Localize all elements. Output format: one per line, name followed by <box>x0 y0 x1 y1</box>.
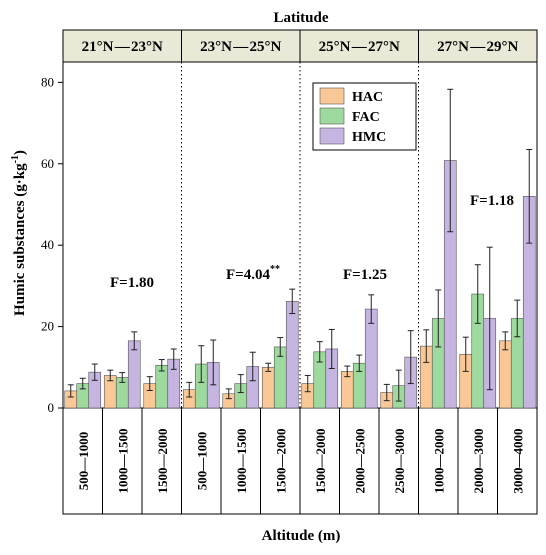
f-statistic-1: F=4.04** <box>226 264 280 283</box>
y-axis-title-main: Humic substances (g·kg <box>12 163 28 316</box>
f-statistic-value-0: F=1.80 <box>110 275 154 291</box>
category-label-1-2: 1500—2000 <box>273 429 288 494</box>
legend-label-fac: FAC <box>352 110 380 125</box>
category-label-2-1: 2000—2500 <box>352 429 367 494</box>
category-label-3-1: 2000—3000 <box>471 429 486 494</box>
legend-swatch-hmc <box>319 127 345 145</box>
category-label-0-1: 1000—1500 <box>115 429 130 494</box>
chart-top-title: Latitude <box>273 10 328 26</box>
y-tick-label-0: 0 <box>48 400 55 415</box>
f-statistic-3: F=1.18 <box>470 193 514 209</box>
f-statistic-2: F=1.25 <box>343 267 387 283</box>
bar-hmc-2-1 <box>364 308 378 409</box>
f-statistic-value-3: F=1.18 <box>470 193 514 209</box>
category-label-1-1: 1000—1500 <box>234 429 249 494</box>
group-label-1: 23°N — 25°N <box>200 39 281 55</box>
bar-fac-0-2 <box>155 364 169 409</box>
bar-hac-1-2 <box>261 366 275 409</box>
legend-label-hac: HAC <box>352 90 383 105</box>
y-tick-label-2: 40 <box>41 237 54 252</box>
group-label-2: 25°N — 27°N <box>319 39 400 55</box>
category-label-3-0: 1000—2000 <box>431 429 446 494</box>
group-label-0: 21°N — 23°N <box>82 39 163 55</box>
bar-hmc-1-2 <box>285 301 299 409</box>
y-tick-label-4: 80 <box>41 74 54 89</box>
category-label-0-0: 500—1000 <box>76 432 91 491</box>
y-tick-label-1: 20 <box>41 319 54 334</box>
f-statistic-0: F=1.80 <box>110 275 154 291</box>
category-label-0-2: 1500—2000 <box>155 429 170 494</box>
y-axis-title-sup: -1 <box>10 155 21 163</box>
f-statistic-value-2: F=1.25 <box>343 267 387 283</box>
legend-label-hmc: HMC <box>352 130 386 145</box>
bar-hac-3-2 <box>498 340 512 409</box>
f-statistic-significance-1: ** <box>270 264 280 275</box>
y-axis-title-end: ) <box>12 150 28 155</box>
bar-hmc-0-1 <box>127 340 141 409</box>
legend-swatch-fac <box>319 107 345 125</box>
category-label-2-2: 2500—3000 <box>392 429 407 494</box>
x-axis-title: Altitude (m) <box>262 528 341 544</box>
y-tick-label-3: 60 <box>41 156 54 171</box>
category-label-2-0: 1500—2000 <box>313 429 328 494</box>
category-label-1-0: 500—1000 <box>194 432 209 491</box>
category-label-3-2: 3000—4000 <box>510 429 525 494</box>
legend-swatch-hac <box>319 87 345 105</box>
f-statistic-value-1: F=4.04 <box>226 267 270 283</box>
group-label-3: 27°N — 29°N <box>437 39 518 55</box>
y-axis-title: Humic substances (g·kg-1) <box>10 150 28 316</box>
